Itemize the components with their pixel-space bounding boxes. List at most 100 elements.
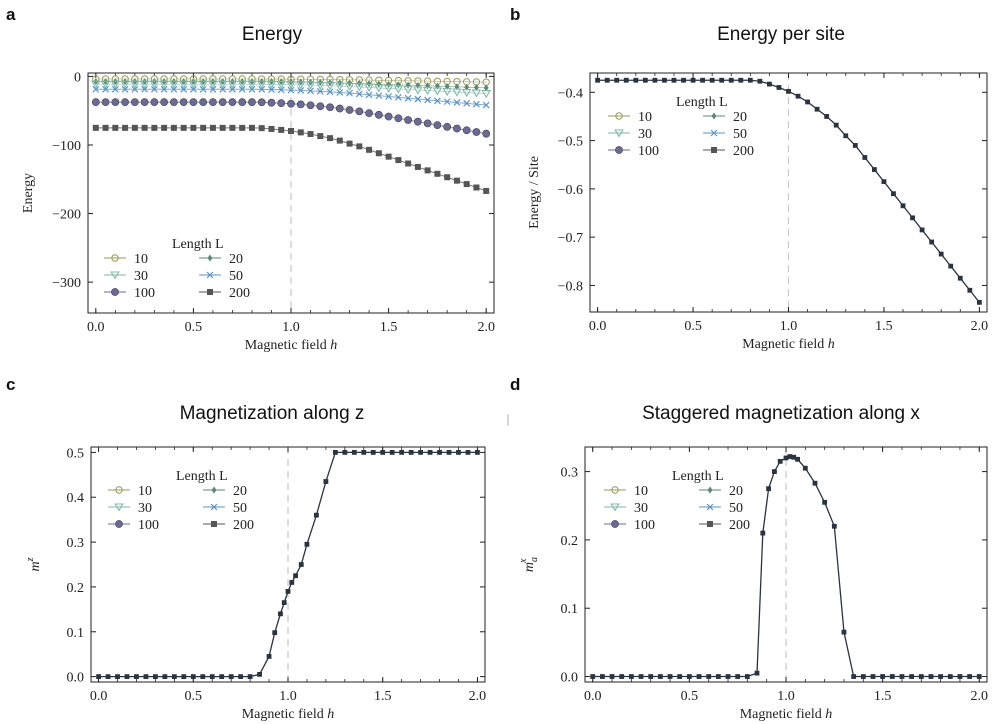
data-point [257,671,262,677]
x-tick-label: 1.0 [279,689,297,704]
data-point [735,674,741,679]
data-point [389,449,395,455]
x-axis-label: Magnetic field h [242,707,335,722]
data-point [910,215,915,221]
data-point [248,85,256,93]
data-point [795,456,800,462]
data-point [217,80,228,89]
data-point [414,95,422,103]
y-tick-label: 0.1 [561,602,579,617]
data-point [199,98,208,107]
x-axis-label-var: h [825,707,832,722]
x-axis-label: Magnetic field h [245,338,338,353]
x-tick-label: 2.0 [971,319,989,334]
data-point [169,80,179,89]
data-point [404,94,412,102]
data-point [822,499,828,505]
y-axis-label: mz [25,557,43,571]
data-point [247,674,253,680]
data-point [346,140,353,147]
data-point [747,77,753,83]
data-point [757,78,763,84]
data-point [180,85,188,93]
data-point [266,80,277,89]
data-point [286,81,296,90]
data-point [208,80,218,89]
data-point [432,87,443,96]
data-point [831,523,837,529]
data-point [383,84,394,94]
data-point [709,77,715,83]
data-point [170,124,177,131]
y-tick-label: −100 [52,139,81,154]
data-point [464,83,470,91]
data-point [648,674,654,679]
legend-marker [114,503,124,512]
data-point [433,121,442,130]
y-tick-label: 0.0 [67,671,85,686]
data-point [153,674,158,680]
data-point [767,81,772,87]
data-point [760,530,766,536]
data-point [304,541,310,547]
data-point [237,80,247,89]
data-point [190,674,196,680]
data-point [700,77,706,83]
x-axis-label: Magnetic field h [742,337,835,352]
data-point [238,674,244,680]
data-point [277,99,286,108]
legend-marker [707,521,713,527]
y-tick-label: 0.5 [67,446,85,461]
data-point [880,674,886,679]
x-tick-label: 2.0 [971,689,989,704]
data-point [812,480,818,486]
panel-title: Energy [242,24,303,45]
y-axis-label-sub: a [529,557,540,562]
data-point [427,449,433,455]
legend-marker [211,486,217,494]
data-point [473,84,479,92]
x-tick-label: 1.0 [777,689,795,704]
data-point [376,80,382,88]
legend-marker [711,147,717,153]
x-tick-label: 2.0 [469,689,487,704]
data-point [229,124,236,131]
data-point [131,124,138,131]
data-point [91,80,101,89]
data-point [209,98,217,107]
data-point [238,85,246,93]
data-point [929,239,935,245]
data-point [209,124,216,131]
x-axis-label: Magnetic field h [740,707,833,722]
data-point [366,80,372,88]
data-point [599,674,605,679]
data-point [355,90,363,98]
data-point [365,91,373,99]
data-point [408,449,414,455]
x-tick-label: 0.0 [589,319,607,334]
data-point [143,674,149,680]
x-tick-label: 0.5 [684,319,702,334]
legend-marker [111,288,119,296]
legend-label: 100 [134,286,155,301]
data-point [326,103,334,112]
data-point [293,573,298,579]
legend-label: 200 [733,144,754,159]
x-tick-label: 0.5 [185,689,203,704]
data-point [443,122,452,131]
data-point [414,163,421,170]
x-tick-label: 0.0 [584,689,602,704]
legend-marker [710,129,718,137]
data-point [667,674,673,679]
x-tick-label: 0.5 [681,689,699,704]
data-point [346,89,353,97]
data-point [91,98,100,107]
data-point [180,124,187,131]
data-point [889,674,895,679]
data-point [189,98,198,107]
data-point [151,124,158,131]
y-tick-label: −300 [52,276,81,291]
data-point [481,90,491,99]
panel-letter: a [6,5,16,24]
data-point [453,99,461,106]
